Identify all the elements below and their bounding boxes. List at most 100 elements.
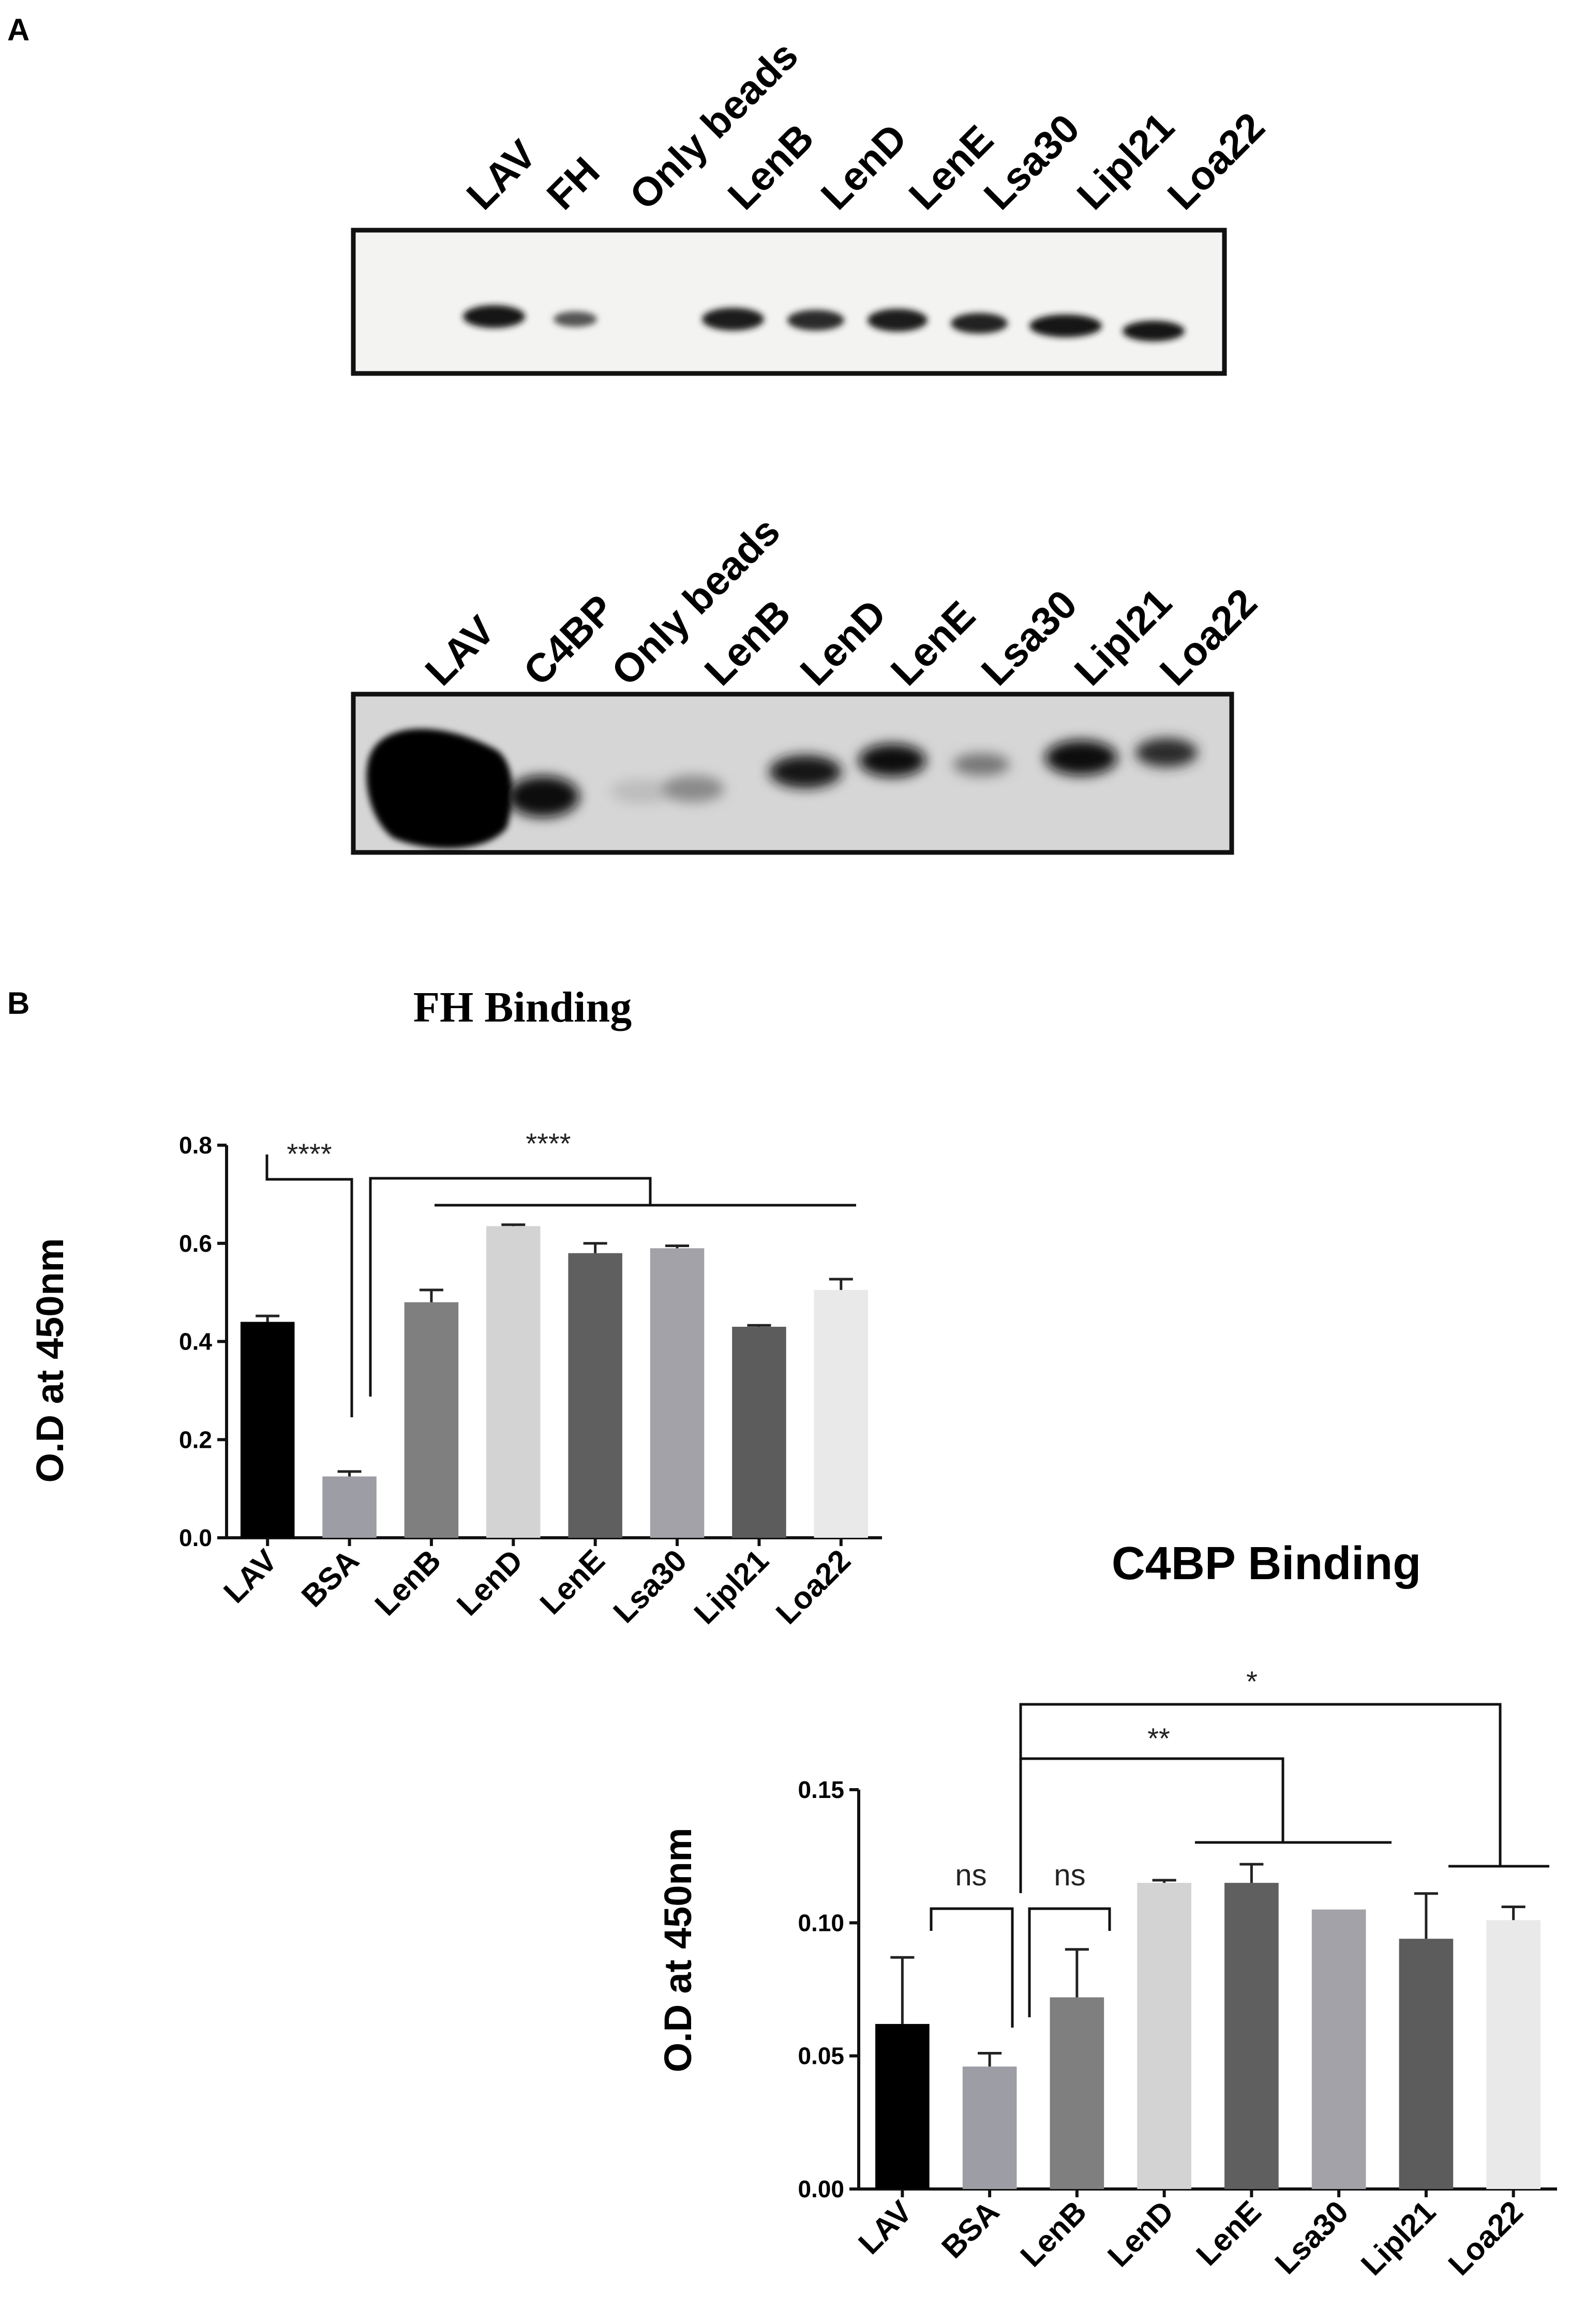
bracket-bsa-group xyxy=(369,1177,652,1397)
band-loa22 xyxy=(1123,321,1185,341)
blot-frame xyxy=(351,228,1227,376)
band-lsa30 xyxy=(951,313,1008,334)
blot-bands xyxy=(463,305,1185,341)
y-tick-label: 0.6 xyxy=(179,1230,212,1257)
band-lene xyxy=(868,309,928,332)
band-loa22 xyxy=(1135,738,1198,767)
band-lipl21 xyxy=(1029,314,1102,337)
bracket-lav-bsa xyxy=(265,1154,353,1417)
y-tick-label: 0.00 xyxy=(798,2176,844,2202)
bar-lsa30 xyxy=(650,1248,705,1538)
bar-bsa xyxy=(322,1476,377,1538)
significance-label: * xyxy=(1246,1665,1258,1698)
band-lav xyxy=(366,728,513,849)
y-axis-label: O.D at 450nm xyxy=(28,1238,71,1483)
band-lipl21 xyxy=(1045,740,1117,775)
band-lsa30 xyxy=(953,753,1010,776)
bar-lav xyxy=(875,2023,930,2189)
band-lenb xyxy=(662,775,724,802)
panel-b-letter: B xyxy=(7,986,29,1021)
bracket-lav-bsa xyxy=(930,1907,1014,2028)
lane-label: LenD xyxy=(812,115,916,218)
x-tick-label: LAV xyxy=(851,2194,918,2261)
bracket-bsa-lenb xyxy=(1028,1907,1111,2017)
x-tick-label: LenE xyxy=(1189,2194,1267,2272)
blot-bands xyxy=(366,728,1198,849)
significance-label: ns xyxy=(955,1858,986,1892)
bracket-bsa-group-1 xyxy=(1019,1757,1284,1893)
bar-lend xyxy=(1137,1883,1191,2189)
x-tick-label: Lsa30 xyxy=(607,1543,694,1630)
bar-lipl21 xyxy=(1399,1939,1454,2189)
bar-lenb xyxy=(404,1302,459,1538)
band-lav xyxy=(463,305,525,328)
chart-title: C4BP Binding xyxy=(1112,1538,1421,1590)
y-tick-label: 0.10 xyxy=(798,1909,844,1936)
band-c4bp xyxy=(507,776,579,817)
bar-bsa xyxy=(962,2066,1017,2189)
x-tick-label: Lipl21 xyxy=(1354,2194,1442,2282)
bar-loa22 xyxy=(814,1290,869,1538)
x-tick-label: LAV xyxy=(217,1543,283,1610)
x-tick-label: LenB xyxy=(368,1543,447,1622)
lane-label: LAV xyxy=(458,131,545,218)
y-tick-label: 0.8 xyxy=(179,1132,212,1159)
band-only-beads xyxy=(610,779,672,804)
significance-label: **** xyxy=(526,1127,571,1160)
y-tick-label: 0.2 xyxy=(179,1426,212,1453)
y-tick-label: 0.05 xyxy=(798,2043,844,2070)
bar-lene xyxy=(1224,1883,1279,2189)
lane-label: Loa22 xyxy=(1151,579,1266,694)
lane-label: Lipl21 xyxy=(1068,103,1183,218)
x-tick-label: Lsa30 xyxy=(1268,2194,1355,2281)
bar-lenb xyxy=(1050,1997,1104,2189)
panel-a-letter: A xyxy=(7,12,29,47)
significance-label: ns xyxy=(1054,1858,1085,1892)
bar-lend xyxy=(486,1226,541,1538)
x-tick-label: Lipl21 xyxy=(687,1543,775,1631)
lane-label: LenE xyxy=(900,116,1002,218)
x-tick-label: LenB xyxy=(1014,2194,1093,2273)
y-tick-label: 0.4 xyxy=(179,1328,212,1355)
lane-label: LenE xyxy=(882,592,984,694)
lane-label: LenD xyxy=(791,591,895,694)
bracket-bsa-group-2 xyxy=(1019,1703,1502,1866)
band-lend xyxy=(787,310,844,331)
x-tick-label: LenD xyxy=(450,1543,529,1622)
significance-brackets: **** **** xyxy=(265,1127,856,1417)
chart-title: FH Binding xyxy=(413,983,632,1031)
band-lene xyxy=(859,744,926,777)
significance-label: ** xyxy=(1147,1722,1170,1755)
y-tick-label: 0.15 xyxy=(798,1776,844,1803)
bar-lipl21 xyxy=(732,1327,786,1538)
bars xyxy=(240,1223,869,1538)
bar-lene xyxy=(568,1253,622,1538)
c4bp-binding-chart: C4BP Binding O.D at 450nm 0.00 0.05 0.10 0.… xyxy=(656,1538,1557,2282)
x-tick-label: BSA xyxy=(295,1543,366,1614)
bars xyxy=(875,1863,1541,2189)
lane-label: Lipl21 xyxy=(1066,579,1180,694)
lane-label: C4BP xyxy=(515,586,623,694)
band-lend xyxy=(769,755,842,788)
lane-label: Lsa30 xyxy=(973,581,1086,694)
y-tick-label: 0.0 xyxy=(179,1524,212,1551)
x-tick-label: Loa22 xyxy=(769,1543,857,1631)
significance-brackets: ns ns ** * xyxy=(930,1665,1549,2028)
x-tick-label: LenE xyxy=(533,1543,611,1621)
lane-label: Lsa30 xyxy=(975,105,1088,218)
x-tick-label: BSA xyxy=(935,2194,1006,2265)
x-tick-label: Loa22 xyxy=(1442,2194,1530,2282)
lane-label: LAV xyxy=(416,607,503,694)
band-lenb xyxy=(702,308,764,331)
significance-label: **** xyxy=(287,1137,332,1170)
lane-label: Loa22 xyxy=(1159,103,1274,218)
y-axis-label: O.D at 450nm xyxy=(656,1828,699,2073)
x-tick-label: LenD xyxy=(1101,2194,1180,2273)
bar-lav xyxy=(240,1322,295,1538)
bar-lsa30 xyxy=(1311,1909,1366,2189)
lane-label: FH xyxy=(538,148,608,218)
